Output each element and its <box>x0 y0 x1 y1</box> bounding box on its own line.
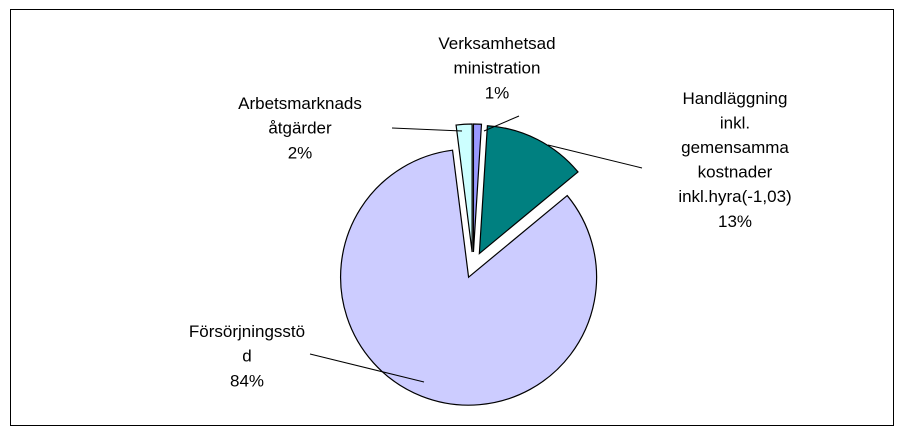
slice-label: Verksamhetsad ministration <box>438 34 555 78</box>
leader-line <box>391 127 463 132</box>
pie-slice <box>455 123 473 253</box>
slice-value-label: 13% <box>718 212 752 231</box>
slice-value-label: 2% <box>288 143 313 162</box>
pie-slice <box>340 149 598 406</box>
slice-label: Arbetsmarknads åtgärder <box>238 94 362 138</box>
slice-value-label: 84% <box>230 371 264 390</box>
pie-slice <box>478 125 579 255</box>
slice-label: Handläggning inkl. gemensamma kostnader inkl… <box>678 89 791 206</box>
slice-value-label: 1% <box>485 83 510 102</box>
leader-line <box>309 353 425 383</box>
slice-label: Försörjningsstö d <box>189 322 305 366</box>
leader-line <box>483 115 520 132</box>
pie-slice <box>472 123 483 253</box>
leader-line <box>547 144 643 169</box>
